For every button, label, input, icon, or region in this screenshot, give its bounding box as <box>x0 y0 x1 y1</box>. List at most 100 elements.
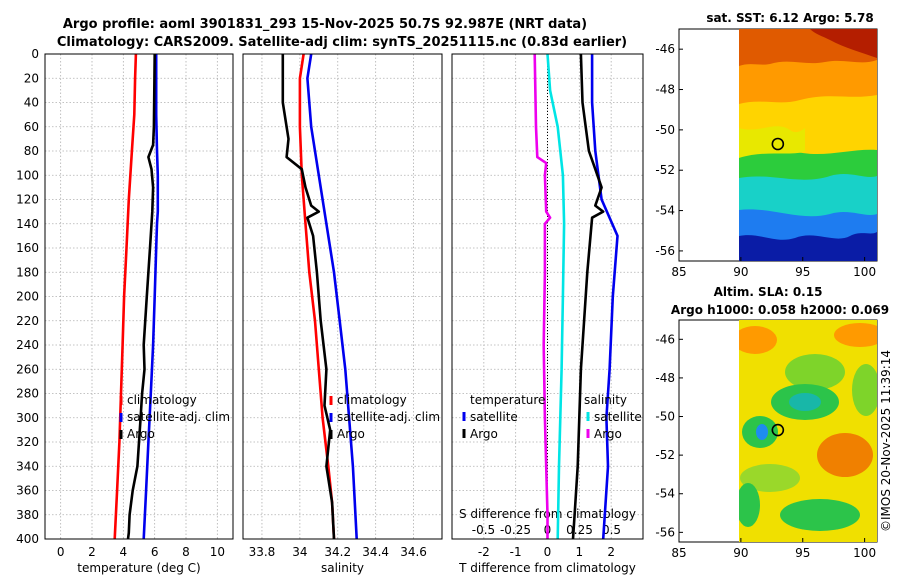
salinity-x-tick-label: 34.6 <box>400 545 427 559</box>
map-y-tick-label: -52 <box>655 163 675 177</box>
difference-legend-label: satellite <box>470 410 518 424</box>
map-y-tick-label: -56 <box>655 525 675 539</box>
map-y-tick-label: -56 <box>655 244 675 258</box>
sst-map-axes: 85 90 95 100 -46 -48 -50 -52 -54 -56 <box>655 42 876 279</box>
sla-orange-1 <box>739 326 777 354</box>
y-tick-label: 100 <box>16 168 39 182</box>
sst-red <box>810 29 877 58</box>
sla-green-5 <box>780 499 860 531</box>
y-tick-label: 180 <box>16 265 39 279</box>
difference-x-axis-label: T difference from climatology <box>458 561 636 575</box>
y-tick-label: 320 <box>16 435 39 449</box>
sla-map-title-line1: Altim. SLA: 0.15 <box>714 285 823 299</box>
temperature-x-axis-label: temperature (deg C) <box>77 561 200 575</box>
temperature-series-argo <box>126 53 156 540</box>
map-x-tick-label: 85 <box>671 546 686 560</box>
sla-orange-2 <box>834 323 877 347</box>
temperature-x-tick-label: 10 <box>210 545 225 559</box>
sla-teal-1 <box>789 393 821 411</box>
difference-series-temperature-satellite <box>590 54 619 540</box>
temperature-x-tick-label: 8 <box>182 545 190 559</box>
y-tick-label: 240 <box>16 338 39 352</box>
sla-field <box>739 320 877 542</box>
map-y-tick-label: -48 <box>655 371 675 385</box>
y-tick-label: 260 <box>16 362 39 376</box>
difference-x-tick-label: 2 <box>607 545 615 559</box>
y-tick-label: 340 <box>16 459 39 473</box>
temperature-x-tick-label: 0 <box>57 545 65 559</box>
y-tick-label: 300 <box>16 411 39 425</box>
y-tick-label: 360 <box>16 484 39 498</box>
y-tick-label: 20 <box>24 71 39 85</box>
map-y-tick-label: -52 <box>655 448 675 462</box>
map-y-tick-label: -46 <box>655 42 675 56</box>
y-tick-label: 40 <box>24 96 39 110</box>
sla-green-6 <box>852 364 877 416</box>
y-tick-label: 160 <box>16 241 39 255</box>
difference-legend-label: Argo <box>470 427 498 441</box>
sst-field <box>739 29 877 261</box>
salinity-x-tick-label: 34.2 <box>324 545 351 559</box>
temperature-x-tick-label: 6 <box>151 545 159 559</box>
temperature-series-climatology <box>113 53 138 540</box>
sst-map-title: sat. SST: 6.12 Argo: 5.78 <box>706 11 873 25</box>
salinity-panel: 33.8 34 34.2 34.4 34.6 salinity climatology sat… <box>242 53 443 575</box>
salinity-x-tick-label: 33.8 <box>249 545 276 559</box>
sla-map-panel: Altim. SLA: 0.15 Argo h1000: 0.058 h2000… <box>655 285 889 560</box>
salinity-legend-label: satellite-adj. clim <box>337 410 440 424</box>
y-tick-label: 220 <box>16 314 39 328</box>
difference-series-salinity-satellite <box>546 53 566 540</box>
sla-map-axes: 85 90 95 100 -46 -48 -50 -52 -54 -56 <box>655 332 876 560</box>
salinity-axes-box <box>242 53 443 540</box>
y-tick-label: 60 <box>24 120 39 134</box>
temperature-series-satellite-adj-clim <box>142 54 160 540</box>
map-x-tick-label: 95 <box>795 546 810 560</box>
difference-x-tick-label: 0 <box>544 545 552 559</box>
temperature-legend-label: Argo <box>127 427 155 441</box>
temperature-legend-label: satellite-adj. clim <box>127 410 230 424</box>
map-x-tick-label: 95 <box>795 265 810 279</box>
y-tick-label: 80 <box>24 144 39 158</box>
map-y-tick-label: -50 <box>655 123 675 137</box>
map-y-tick-label: -54 <box>655 487 675 501</box>
y-tick-label: 120 <box>16 193 39 207</box>
map-y-tick-label: -48 <box>655 83 675 97</box>
salinity-series-satellite-adj-clim <box>306 53 358 540</box>
salinity-x-tick-label: 34.4 <box>362 545 389 559</box>
sst-map-panel: sat. SST: 6.12 Argo: 5.78 85 90 95 100 -46 -4… <box>655 11 878 279</box>
figure-title-line2: Climatology: CARS2009. Satellite-adj cli… <box>57 35 627 50</box>
temperature-x-tick-label: 4 <box>120 545 128 559</box>
difference-axes-box <box>451 53 644 540</box>
s-difference-tick-label: 0.25 <box>566 523 593 537</box>
difference-series-salinity-argo <box>533 53 552 539</box>
sla-green-4 <box>740 464 800 492</box>
s-difference-tick-label: -0.5 <box>472 523 495 537</box>
map-x-tick-label: 85 <box>671 265 686 279</box>
y-tick-label: 400 <box>16 532 39 546</box>
map-x-tick-label: 90 <box>733 546 748 560</box>
y-tick-label: 0 <box>31 47 39 61</box>
legend-temperature-title: temperature <box>470 393 545 407</box>
sst-float-marker <box>771 137 785 151</box>
y-tick-label: 200 <box>16 290 39 304</box>
salinity-x-axis-label: salinity <box>321 561 364 575</box>
difference-series-temperature-argo <box>571 53 605 540</box>
salinity-x-tick-label: 34 <box>292 545 307 559</box>
sla-green-1 <box>785 354 845 390</box>
map-x-tick-label: 90 <box>733 265 748 279</box>
sla-orange-3 <box>817 433 873 477</box>
s-difference-tick-label: -0.25 <box>500 523 531 537</box>
map-y-tick-label: -46 <box>655 332 675 346</box>
y-tick-label: 280 <box>16 387 39 401</box>
difference-x-tick-label: 1 <box>576 545 584 559</box>
salinity-series-climatology <box>298 53 336 540</box>
map-x-tick-label: 100 <box>853 265 876 279</box>
sla-map-title-line2: Argo h1000: 0.058 h2000: 0.069 <box>671 303 889 317</box>
temperature-axes-box <box>44 53 234 540</box>
map-x-tick-label: 100 <box>853 546 876 560</box>
legend-salinity-title: salinity <box>584 393 627 407</box>
map-y-tick-label: -54 <box>655 204 675 218</box>
